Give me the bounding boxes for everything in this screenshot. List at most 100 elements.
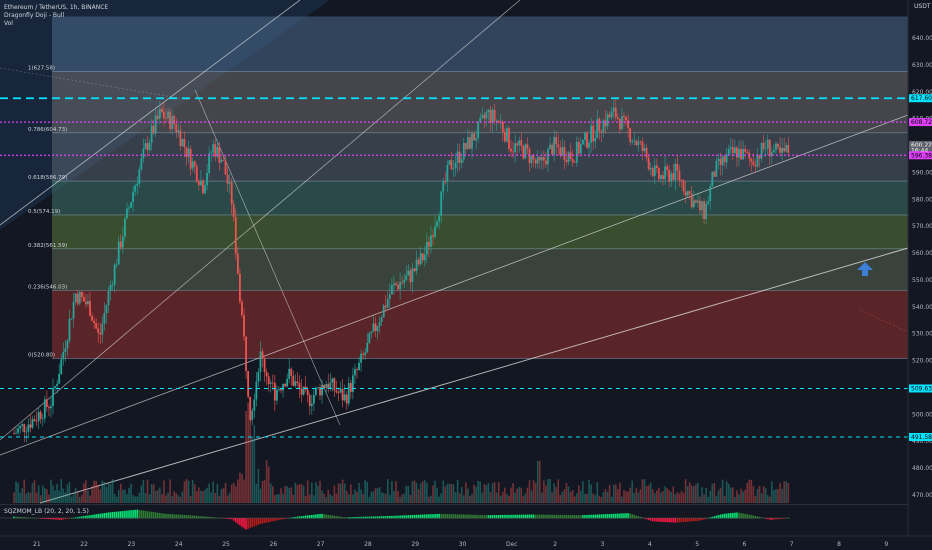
candle-body [425,242,428,255]
oscillator-bar [471,514,473,519]
oscillator-bar [282,518,284,520]
oscillator-bar [670,518,673,523]
oscillator-bar [204,516,206,519]
oscillator-bar [333,515,336,519]
oscillator-bar [697,518,699,521]
candle-body [23,424,26,432]
oscillator-bar [409,515,412,519]
oscillator-bar [467,514,469,519]
oscillator-bar [530,514,533,519]
volume-bar [321,490,323,503]
volume-bar [345,490,348,503]
candle-body [267,376,270,384]
volume-bar [393,490,395,503]
candle-body [234,217,237,254]
oscillator-bar [758,516,761,519]
candle-body [263,358,266,373]
volume-bar [508,495,510,503]
oscillator-bar [651,518,654,522]
candle-body [33,419,36,421]
oscillator-bar [502,514,504,519]
candle-body [341,388,344,401]
candle-body [627,120,629,129]
price-marker-label: 600.22 [911,142,932,149]
volume-bar [138,492,141,503]
oscillator-bar [545,514,547,519]
time-tick: 9 [884,541,888,548]
oscillator-bar [105,512,108,519]
time-tick: 26 [270,541,278,548]
volume-bar [198,487,200,503]
oscillator-bar [518,514,521,519]
oscillator-bar [142,510,145,519]
oscillator-bar [117,511,120,519]
oscillator-bar [241,518,243,527]
candle-body [508,128,510,149]
volume-bar [48,494,50,503]
oscillator-bar [688,518,691,522]
oscillator-bar [339,516,342,519]
oscillator-bar [366,516,369,519]
volume-bar [684,479,687,503]
volume-bar [195,491,198,503]
oscillator-bar [171,514,173,519]
volume-bar [251,436,254,503]
volume-bar [693,486,695,503]
oscillator-bar [479,514,482,519]
volume-bar [764,488,767,503]
candle-body [370,331,373,334]
candle-body [616,117,619,119]
volume-bar [144,493,147,503]
volume-bar [762,486,765,503]
volume-bar [97,484,100,503]
oscillator-bar [200,516,202,519]
candle-body [329,382,332,389]
candle-body [485,112,488,119]
oscillator-bar [604,514,607,519]
candle-body [711,171,714,187]
volume-bar [715,495,718,503]
volume-bar [294,482,297,503]
candle-body [684,191,687,196]
candle-body [503,131,506,142]
volume-bar [187,480,190,503]
oscillator-bar [56,518,58,520]
oscillator-bar [621,513,623,519]
candle-body [376,326,379,331]
candle-body [382,305,385,318]
candle-body [257,371,260,382]
candle-body [579,144,582,154]
candle-body [82,297,85,302]
fib-labels: 1(627.58) 0.786(604.73) 0.618(586.79) 0.5(5… [28,65,873,358]
volume-bar [329,494,332,503]
oscillator-bar [571,515,574,519]
oscillator-bar [469,514,471,519]
volume-bar [269,483,272,503]
oscillator-bar [148,511,151,519]
oscillator-bar [557,514,560,519]
candle-body [372,323,375,332]
volume-bar [80,495,83,503]
candle-body [779,147,781,153]
volume-bar [549,479,551,503]
volume-bar [617,489,619,503]
fib-label: 0(520.80) [28,352,55,358]
candle-body [477,122,480,139]
volume-bar [460,487,463,503]
candle-body [516,143,519,146]
oscillator-bar [577,515,580,519]
candle-body [489,110,492,123]
candle-body [386,298,389,308]
oscillator-bar [374,516,377,519]
volume-bar [189,495,192,503]
volume-bar [331,495,334,503]
oscillator-bar [676,518,679,523]
volume-bar [360,489,362,503]
oscillator-bar [405,515,408,519]
candle-body [549,144,551,149]
price-tick: 560.00 [912,250,932,257]
candle-body [319,387,321,396]
oscillator-bar [177,514,180,519]
volume-bar [128,487,130,503]
oscillator-bar [656,518,658,522]
